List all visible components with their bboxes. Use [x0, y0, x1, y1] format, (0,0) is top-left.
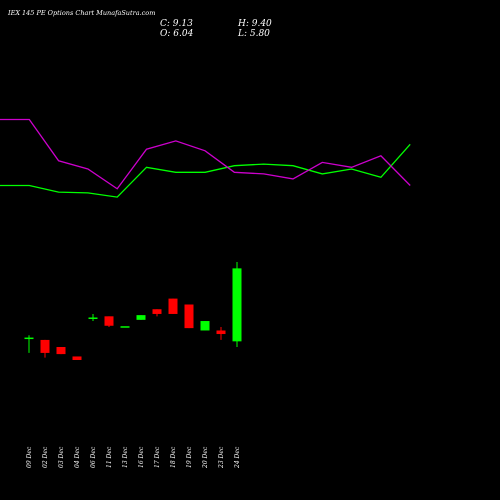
x-tick-label: 02 Dec — [42, 446, 49, 468]
candle-body — [168, 298, 178, 314]
candle-body — [24, 337, 34, 340]
candle-body — [136, 315, 146, 320]
candle-body — [216, 330, 226, 335]
x-tick-label: 16 Dec — [138, 446, 145, 468]
candle — [216, 326, 226, 340]
candle — [88, 313, 98, 322]
indicator-line — [0, 118, 411, 190]
high-value: H: 9.40 — [238, 19, 272, 29]
close-value: C: 9.13 — [160, 19, 193, 29]
x-tick-label: 06 Dec — [90, 446, 97, 468]
indicator-line — [0, 143, 411, 198]
candle-body — [40, 339, 50, 353]
x-tick-label: 23 Dec — [218, 446, 225, 469]
candle — [232, 262, 242, 348]
candle — [120, 326, 130, 328]
candle — [24, 335, 34, 353]
open-value: O: 6.04 — [160, 29, 194, 39]
x-tick-label: 11 Dec — [106, 446, 113, 468]
candle — [40, 339, 50, 358]
candle — [200, 321, 210, 331]
indicator-lines — [0, 118, 411, 198]
x-tick-label: 04 Dec — [74, 446, 81, 468]
x-tick-label: 17 Dec — [154, 446, 161, 468]
candle — [136, 315, 146, 320]
x-tick-label: 09 Dec — [26, 446, 33, 468]
candle-body — [232, 268, 242, 342]
candle-body — [72, 356, 82, 360]
x-tick-label: 24 Dec — [234, 446, 241, 469]
candle-body — [120, 326, 130, 328]
candle-body — [104, 316, 114, 326]
x-tick-label: 18 Dec — [170, 446, 177, 468]
low-value: L: 5.80 — [238, 29, 270, 39]
candle — [104, 316, 114, 327]
candle — [152, 309, 162, 317]
candle — [56, 347, 66, 355]
x-axis-labels: 09 Dec 02 Dec 03 Dec 04 Dec 06 Dec 11 Dec 13 D… — [26, 446, 241, 469]
candle-body — [88, 317, 98, 319]
candle — [72, 356, 82, 360]
candles — [24, 262, 242, 360]
x-tick-label: 03 Dec — [58, 446, 65, 468]
x-tick-label: 20 Dec — [202, 446, 209, 469]
candle-body — [152, 309, 162, 314]
candle-body — [56, 347, 66, 355]
x-tick-label: 19 Dec — [186, 446, 193, 468]
candle-body — [200, 321, 210, 331]
chart-title: IEX 145 PE Options Chart MunafaSutra.com — [8, 9, 156, 17]
candle — [168, 298, 178, 314]
candle — [184, 304, 194, 329]
x-tick-label: 13 Dec — [122, 446, 129, 468]
candle-body — [184, 304, 194, 329]
